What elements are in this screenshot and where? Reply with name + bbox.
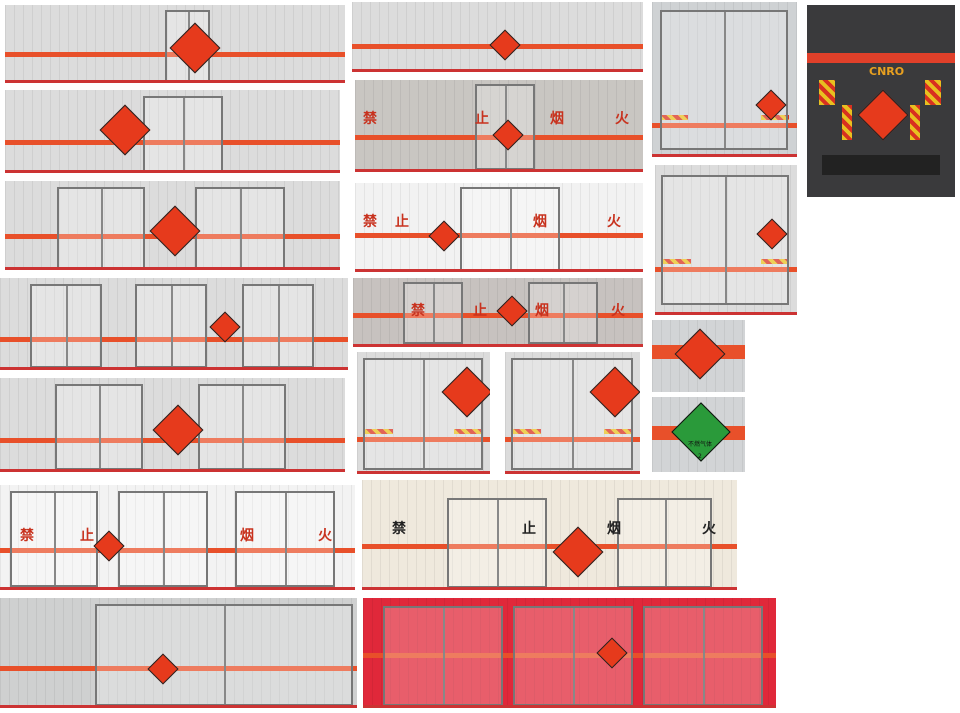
no-fire-sign-char: 火 [318,528,332,544]
hazard-stripe-right [604,429,632,435]
no-fire-sign-char: 烟 [240,528,254,544]
cargo-door [95,604,353,705]
hazard-stripe-left [365,429,393,435]
truck-logo: CNRO [869,65,905,78]
box-side-9 [0,378,345,472]
cargo-door [10,491,98,587]
reflective-stripe [355,232,643,238]
hazard-stripe-right [761,114,789,120]
box-rear-1 [652,2,797,157]
panel-ribs [0,598,357,705]
truck-rear: CNRO [807,5,955,197]
diamond-closeup-gas: 不燃气体 2 [652,397,745,472]
no-fire-sign-char: 禁 [411,303,425,319]
no-fire-sign-char: 火 [607,214,621,230]
box-side-5 [5,181,340,270]
cargo-door [660,10,788,150]
no-fire-sign-char: 烟 [533,214,547,230]
panel-ribs [355,80,643,169]
box-side-10: 禁止烟火 [0,485,355,590]
box-side-8: 禁止烟火 [353,278,643,347]
box-side-11: 禁止烟火 [362,480,737,590]
box-side-3 [5,90,340,173]
reflective-stripe [363,653,776,658]
diamond-closeup-flammable [652,320,745,392]
no-fire-sign-char: 禁 [20,528,34,544]
box-side-red [363,598,776,708]
red-bumper-strip [807,53,955,63]
cargo-door [460,187,560,269]
hazard-stripe-left [842,105,852,140]
cargo-door [447,498,547,587]
gas-class-number: 2 [698,453,702,460]
no-fire-sign-char: 烟 [550,111,564,127]
no-fire-sign-char: 烟 [607,521,621,537]
no-fire-sign-char: 止 [473,303,487,319]
cargo-door [242,284,314,367]
cargo-door [195,187,285,267]
no-fire-sign-char: 禁 [363,214,377,230]
cargo-door [403,282,463,344]
no-fire-sign-char: 火 [702,521,716,537]
tailgate [822,155,940,175]
reflective-stripe [0,548,355,553]
box-side-12 [0,598,357,708]
no-fire-sign-char: 止 [522,521,536,537]
reflective-stripe [0,336,348,342]
box-side-7 [0,278,348,370]
panel-ribs [5,90,340,170]
cargo-door [528,282,598,344]
panel-ribs [363,598,776,705]
cargo-door [135,284,207,367]
box-side-2 [352,2,643,72]
gas-label: 不燃气体 [688,441,713,448]
cargo-door [30,284,102,367]
panel-ribs [0,278,348,367]
cargo-door [143,96,223,170]
cargo-door [57,187,145,267]
flammable-diamond-icon [857,89,909,141]
cargo-door [235,491,335,587]
no-fire-sign-char: 禁 [392,521,406,537]
box-rear-4 [505,352,640,474]
cargo-door [55,384,143,469]
hazard-stripe-right [910,105,920,140]
cargo-door [617,498,712,587]
box-side-1 [5,5,345,83]
cargo-door [198,384,286,469]
reflective-stripe [5,139,340,145]
box-side-6: 禁止烟火 [355,183,643,272]
reflective-stripe [362,543,737,549]
cargo-door [383,606,503,705]
hazard-stripe-right [761,259,789,264]
reflective-stripe [353,312,643,318]
panel-ribs [355,183,643,269]
hazard-stripe-left [663,259,691,264]
no-fire-sign-char: 烟 [535,303,549,319]
panel-ribs [0,485,355,587]
hazard-panel-left [819,80,835,105]
cargo-door [118,491,208,587]
no-fire-sign-char: 止 [475,111,489,127]
cargo-door [643,606,763,705]
hazard-stripe-right [454,429,482,435]
no-fire-sign-char: 止 [80,528,94,544]
hazard-stripe-left [513,429,541,435]
no-fire-sign-char: 火 [615,111,629,127]
hazard-stripe-left [660,114,688,120]
box-rear-3 [357,352,490,474]
box-side-4: 禁止烟火 [355,80,643,172]
no-fire-sign-char: 火 [611,303,625,319]
box-rear-2 [655,165,797,315]
hazard-panel-right [925,80,941,105]
no-fire-sign-char: 禁 [363,111,377,127]
panel-ribs [362,480,737,587]
no-fire-sign-char: 止 [395,214,409,230]
